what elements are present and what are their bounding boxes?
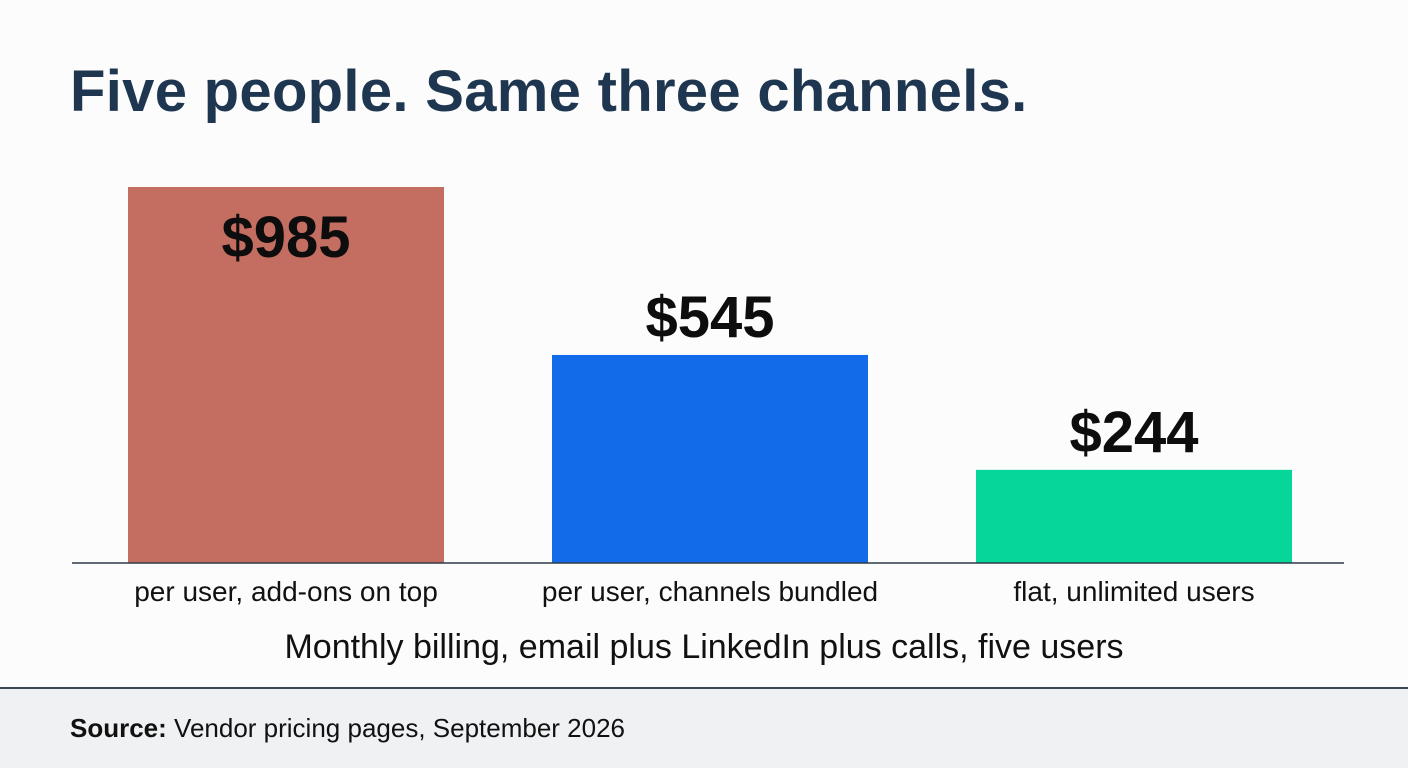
bar-chart: $985 $545 $244 xyxy=(72,187,1344,564)
value-label-2: $545 xyxy=(645,285,774,350)
category-label-1: per user, add-ons on top xyxy=(134,576,438,607)
category-label-3: flat, unlimited users xyxy=(1013,576,1255,607)
bar-3 xyxy=(976,469,1292,563)
value-label-1: $985 xyxy=(221,205,350,270)
category-label-2: per user, channels bundled xyxy=(541,576,879,607)
source-label: Source: xyxy=(70,713,167,743)
source-note: Source: Vendor pricing pages, September … xyxy=(70,713,625,744)
x-axis-label: Monthly billing, email plus LinkedIn plu… xyxy=(284,628,1124,666)
source-text: Vendor pricing pages, September 2026 xyxy=(166,713,626,743)
footer: Source: Vendor pricing pages, September … xyxy=(0,687,1408,768)
value-label-3: $244 xyxy=(1069,400,1198,465)
chart-title: Five people. Same three channels. xyxy=(70,59,1028,124)
bar-2 xyxy=(552,354,868,563)
bar-1 xyxy=(128,187,444,563)
